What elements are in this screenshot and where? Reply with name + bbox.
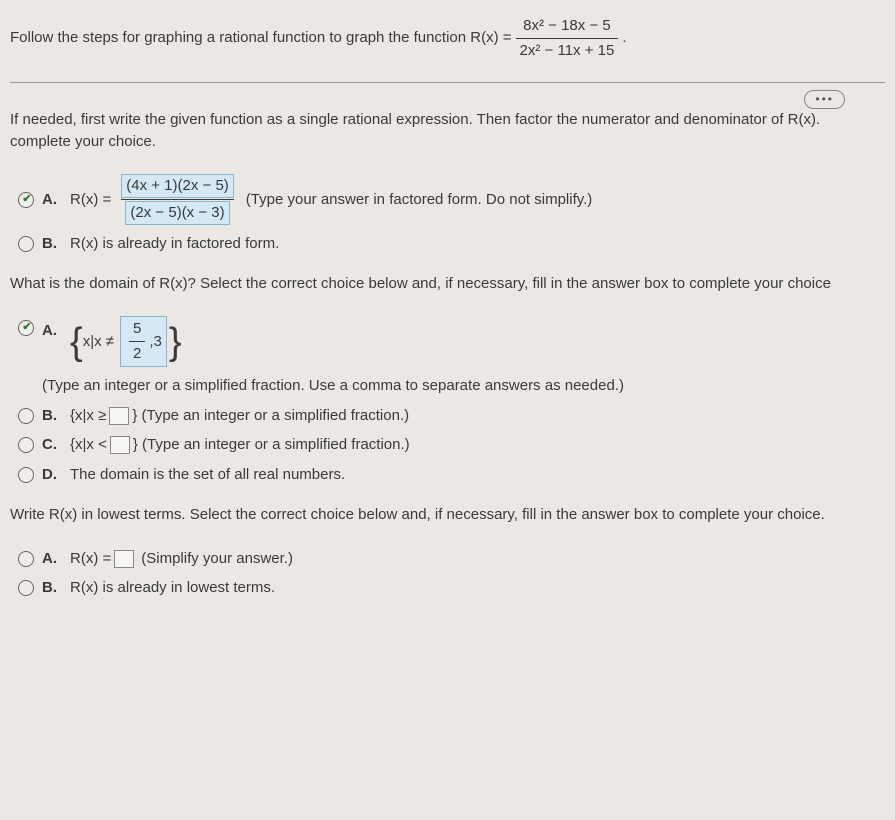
option-label: B. xyxy=(42,405,60,427)
option-label: B. xyxy=(42,577,60,599)
fraction-bar xyxy=(121,199,234,200)
option-label: C. xyxy=(42,434,60,456)
hint-text: (Type your answer in factored form. Do n… xyxy=(246,189,593,211)
answer-input[interactable] xyxy=(110,436,130,454)
option-text: R(x) is already in factored form. xyxy=(70,233,279,255)
r-equals: R(x) = xyxy=(70,548,111,570)
radio-selected-icon[interactable] xyxy=(18,320,34,336)
fraction-bar xyxy=(516,38,619,39)
fraction-5-2: 5 2 xyxy=(129,318,145,365)
set-post: } (Type an integer or a simplified fract… xyxy=(133,434,410,456)
option-label: B. xyxy=(42,233,60,255)
domain-answer-box[interactable]: 5 2 ,3 xyxy=(120,316,167,367)
option-label: A. xyxy=(42,548,60,570)
radio-icon[interactable] xyxy=(18,467,34,483)
radio-icon[interactable] xyxy=(18,437,34,453)
q2-choice-b[interactable]: B. {x|x ≥ } (Type an integer or a simpli… xyxy=(18,405,885,427)
question-header: Follow the steps for graphing a rational… xyxy=(10,15,885,62)
radio-icon[interactable] xyxy=(18,236,34,252)
q1-choice-a[interactable]: A. R(x) = (4x + 1)(2x − 5) (2x − 5)(x − … xyxy=(18,174,885,225)
answer-input[interactable] xyxy=(109,407,129,425)
q2a-hint: (Type an integer or a simplified fractio… xyxy=(42,375,885,397)
option-text: R(x) is already in lowest terms. xyxy=(70,577,275,599)
q1-choice-b[interactable]: B. R(x) is already in factored form. xyxy=(18,233,885,255)
numerator: 8x² − 18x − 5 xyxy=(519,15,615,37)
left-brace-icon: { xyxy=(70,323,83,361)
function-fraction: 8x² − 18x − 5 2x² − 11x + 15 xyxy=(516,15,619,62)
set-pre: {x|x < xyxy=(70,434,107,456)
hint-text: (Simplify your answer.) xyxy=(141,548,293,570)
q3-choice-a[interactable]: A. R(x) = (Simplify your answer.) xyxy=(18,548,885,570)
right-brace-icon: } xyxy=(169,323,182,361)
frac-num: 5 xyxy=(129,318,145,340)
option-text: The domain is the set of all real number… xyxy=(70,464,345,486)
set-pre: {x|x ≥ xyxy=(70,405,106,427)
q2-choice-d[interactable]: D. The domain is the set of all real num… xyxy=(18,464,885,486)
factored-numerator[interactable]: (4x + 1)(2x − 5) xyxy=(121,174,234,198)
intro-text: Follow the steps for graphing a rational… xyxy=(10,27,512,49)
factored-fraction: (4x + 1)(2x − 5) (2x − 5)(x − 3) xyxy=(121,174,234,225)
q2-choice-c[interactable]: C. {x|x < } (Type an integer or a simpli… xyxy=(18,434,885,456)
radio-selected-icon[interactable] xyxy=(18,192,34,208)
radio-icon[interactable] xyxy=(18,408,34,424)
q3-choice-b[interactable]: B. R(x) is already in lowest terms. xyxy=(18,577,885,599)
domain-set-expr: { x|x ≠ 5 2 ,3 } xyxy=(70,316,182,367)
more-icon[interactable]: ••• xyxy=(804,90,845,109)
period: . xyxy=(622,27,626,49)
fraction-bar xyxy=(129,341,145,342)
option-label: A. xyxy=(42,320,60,342)
q1-prompt: If needed, first write the given functio… xyxy=(10,109,885,153)
factored-denominator[interactable]: (2x − 5)(x − 3) xyxy=(125,201,229,225)
radio-icon[interactable] xyxy=(18,580,34,596)
q2-choice-a[interactable]: A. { x|x ≠ 5 2 ,3 } xyxy=(18,316,885,367)
set-prefix: x|x ≠ xyxy=(83,331,114,353)
q3-prompt: Write R(x) in lowest terms. Select the c… xyxy=(10,504,885,526)
q2-prompt: What is the domain of R(x)? Select the c… xyxy=(10,273,885,295)
option-label: A. xyxy=(42,189,60,211)
frac-den: 2 xyxy=(129,343,145,365)
option-label: D. xyxy=(42,464,60,486)
r-equals: R(x) = xyxy=(70,189,111,211)
set-post: } (Type an integer or a simplified fract… xyxy=(132,405,409,427)
answer-input[interactable] xyxy=(114,550,134,568)
after-frac: ,3 xyxy=(149,331,162,353)
radio-icon[interactable] xyxy=(18,551,34,567)
denominator: 2x² − 11x + 15 xyxy=(516,40,619,62)
divider xyxy=(10,82,885,83)
